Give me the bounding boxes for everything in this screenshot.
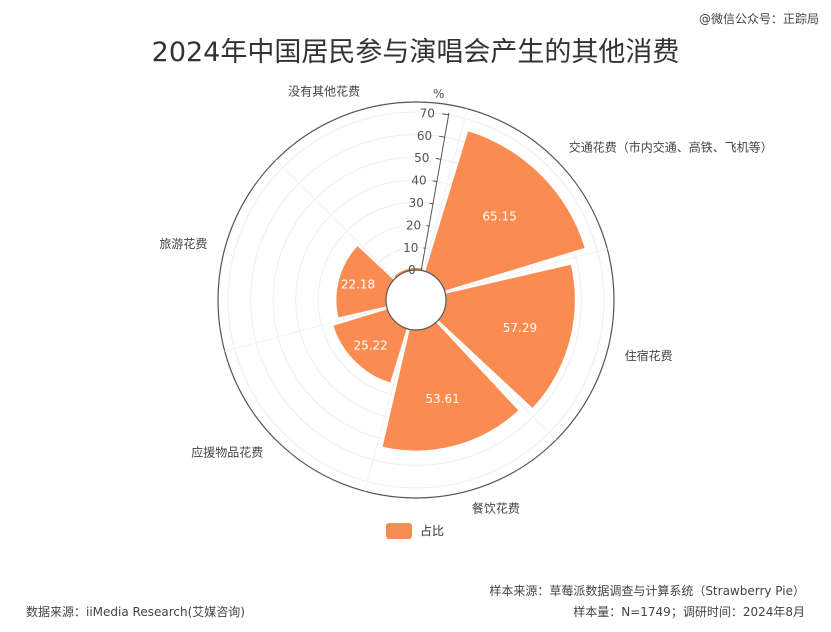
value-label: 22.18 (341, 277, 375, 291)
sample-source: 样本来源：草莓派数据调查与计算系统（Strawberry Pie） (489, 584, 805, 598)
radial-tick-label: 70 (420, 106, 435, 120)
radial-tick-label: 30 (409, 196, 424, 210)
watermark: @微信公众号：正踪局 (698, 12, 819, 26)
legend-label: 占比 (420, 524, 445, 538)
value-label: 57.29 (503, 321, 537, 335)
radial-tick-label: 20 (406, 218, 421, 232)
sector-divider (275, 159, 396, 280)
grid-circle (250, 134, 582, 466)
chart-title: 2024年中国居民参与演唱会产生的其他消费 (151, 37, 680, 68)
radial-tick-label: 50 (414, 151, 429, 165)
radial-tick-label: 10 (403, 241, 418, 255)
radial-tick-label: 0 (408, 263, 416, 277)
value-label: 1.14 (389, 243, 416, 257)
radial-tick (435, 158, 441, 160)
radial-axis (420, 112, 450, 271)
legend[interactable]: 占比 (386, 522, 444, 539)
sector-divider (444, 248, 608, 293)
radial-unit: % (433, 87, 444, 101)
sector-divider (224, 307, 388, 352)
radial-tick (442, 113, 449, 116)
legend-swatch (386, 522, 412, 539)
category-label-4: 旅游花费 (159, 236, 207, 251)
category-label-2: 餐饮花费 (472, 501, 520, 516)
category-label-3: 应援物品花费 (191, 445, 263, 460)
sector-divider (364, 328, 409, 492)
data-source: 数据来源：iiMedia Research(艾媒咨询) (26, 605, 245, 619)
radial-tick-label: 60 (417, 129, 432, 143)
radial-tick (432, 180, 437, 183)
value-label: 25.22 (353, 338, 387, 352)
radial-tick (438, 135, 445, 138)
outer-frame (217, 101, 615, 499)
sector-divider (423, 108, 468, 272)
grid-circle (227, 111, 605, 489)
sample-size: 样本量：N=1749；调研时间：2024年8月 (573, 605, 805, 619)
category-label-5: 没有其他花费 (288, 83, 360, 98)
inner-circle (385, 269, 447, 331)
radial-tick (429, 202, 434, 205)
radial-tick-label: 40 (411, 174, 426, 188)
category-label-1: 住宿花费 (625, 348, 673, 363)
sector-divider (436, 320, 557, 441)
category-label-0: 交通花费（市内交通、高铁、飞机等） (569, 139, 773, 154)
value-label: 53.61 (425, 392, 459, 406)
value-label: 65.15 (482, 209, 516, 223)
